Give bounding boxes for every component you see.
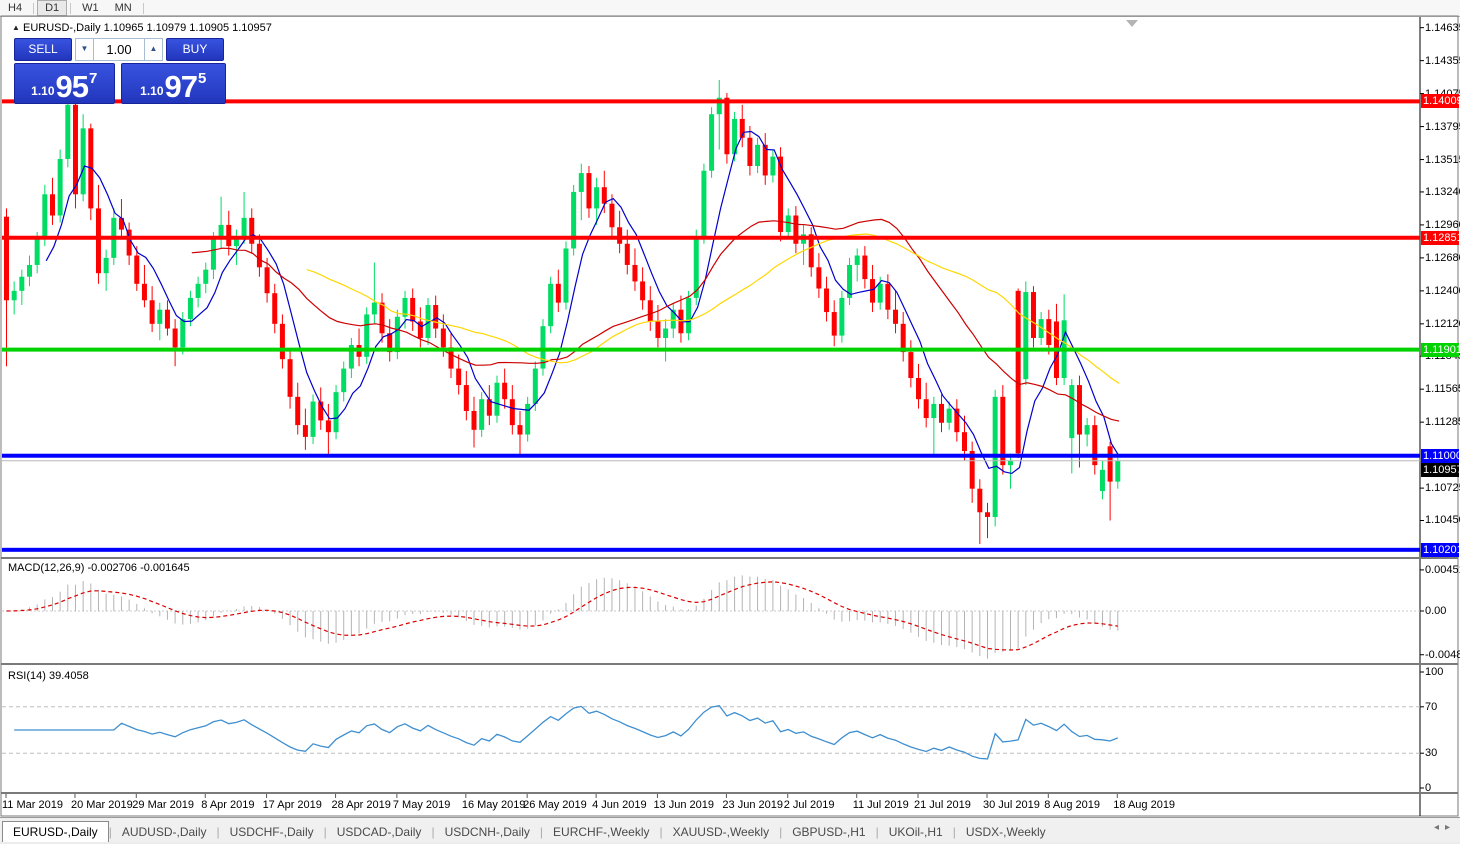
- rsi-indicator-label: RSI(14) 39.4058: [8, 670, 89, 682]
- tab-separator: |: [323, 825, 327, 839]
- volume-increase-button[interactable]: ▲: [144, 38, 163, 61]
- buy-price-main: 97: [164, 69, 198, 104]
- date-axis-label: 11 Mar 2019: [2, 799, 63, 811]
- symbol-period-label: EURUSD-,Daily: [22, 22, 101, 34]
- rsi-scale-tick: 100: [1425, 666, 1444, 678]
- buy-price-button[interactable]: 1.10 97 5: [120, 63, 226, 104]
- price-axis-tick: 1.11285: [1425, 416, 1460, 429]
- tab-scroll-right-icon: ▸: [1444, 822, 1456, 833]
- toolbar-separator: [142, 2, 144, 14]
- date-axis-label: 8 Aug 2019: [1044, 799, 1100, 811]
- date-axis-label: 18 Aug 2019: [1113, 799, 1176, 811]
- tab-separator: |: [952, 825, 956, 839]
- tab-eurusd-daily[interactable]: EURUSD-,Daily: [2, 821, 109, 843]
- symbol-tab-bar: EURUSD-,Daily | AUDUSD-,Daily | USDCHF-,Dail…: [0, 817, 1460, 843]
- tab-usdx-weekly[interactable]: USDX-,Weekly: [965, 825, 1046, 839]
- rsi-scale-tick: 0: [1425, 782, 1432, 794]
- one-click-trading-panel: SELL ▼ ▲ BUY 1.10 95 7 1.10 97 5: [14, 38, 226, 104]
- tab-usdchf-daily[interactable]: USDCHF-,Daily: [229, 825, 314, 839]
- tab-separator: |: [108, 825, 112, 839]
- price-axis-tick: 1.12960: [1425, 218, 1460, 231]
- date-axis-label: 2 Jul 2019: [783, 799, 835, 811]
- date-axis-label: 28 Apr 2019: [331, 799, 391, 811]
- date-axis-label: 8 Apr 2019: [201, 799, 255, 811]
- tab-audusd-daily[interactable]: AUDUSD-,Daily: [121, 825, 207, 839]
- hline-price-label: 1.11000: [1421, 448, 1460, 463]
- date-axis-label: 20 Mar 2019: [70, 799, 133, 811]
- timeframe-h4-button[interactable]: H4: [8, 2, 23, 14]
- volume-input[interactable]: [94, 38, 144, 61]
- toolbar-separator: [70, 2, 72, 14]
- collapse-panel-icon[interactable]: ▲: [12, 23, 20, 32]
- timeframe-mn-button[interactable]: MN: [114, 2, 132, 14]
- price-axis-tick: 1.14355: [1425, 54, 1460, 67]
- tab-eurchf-weekly[interactable]: EURCHF-,Weekly: [553, 825, 650, 839]
- tab-separator: |: [875, 825, 879, 839]
- date-axis-label: 7 May 2019: [392, 799, 451, 811]
- macd-scale-max: 0.004517: [1425, 563, 1460, 576]
- hline-price-label: 1.10201: [1421, 542, 1460, 557]
- price-axis-tick: 1.12120: [1425, 317, 1460, 330]
- tab-separator: |: [779, 825, 783, 839]
- macd-indicator-label: MACD(12,26,9) -0.002706 -0.001645: [8, 562, 190, 574]
- date-axis-label: 21 Jul 2019: [914, 799, 971, 811]
- tab-scroll-arrows[interactable]: ◂▸: [1434, 822, 1456, 833]
- price-axis-tick: 1.13515: [1425, 153, 1460, 166]
- tab-separator: |: [431, 825, 435, 839]
- tab-usdcnh-daily[interactable]: USDCNH-,Daily: [444, 825, 530, 839]
- date-axis-label: 16 May 2019: [461, 799, 526, 811]
- tab-usdcad-daily[interactable]: USDCAD-,Daily: [336, 825, 422, 839]
- rsi-scale-tick: 30: [1425, 747, 1438, 760]
- macd-scale-zero: 0.00: [1425, 605, 1447, 617]
- date-axis-label: 11 Jul 2019: [852, 799, 909, 811]
- buy-price-prefix: 1.10: [140, 84, 164, 98]
- price-axis-tick: 1.10725: [1425, 482, 1460, 495]
- price-axis-tick: 1.14635: [1425, 21, 1460, 34]
- toolbar-separator: [33, 2, 35, 14]
- price-axis-tick: 1.12400: [1425, 284, 1460, 297]
- sell-price-prefix: 1.10: [31, 84, 55, 98]
- ohlc-values: 1.10965 1.10979 1.10905 1.10957: [103, 22, 272, 34]
- rsi-scale-tick: 70: [1425, 700, 1438, 713]
- sell-price-main: 95: [55, 69, 89, 104]
- buy-price-pip: 5: [198, 70, 207, 87]
- date-axis-label: 30 Jul 2019: [982, 799, 1040, 811]
- tab-scroll-left-icon: ◂: [1433, 822, 1445, 833]
- price-axis-tick: 1.13795: [1425, 120, 1460, 133]
- hline-price-label: 1.12851: [1421, 230, 1460, 245]
- tab-separator: |: [659, 825, 663, 839]
- tab-gbpusd-h1[interactable]: GBPUSD-,H1: [792, 825, 866, 839]
- tab-separator: |: [216, 825, 220, 839]
- tab-separator: |: [539, 825, 544, 839]
- macd-scale-min: -0.004806: [1425, 648, 1460, 661]
- bid-price-label: 1.10957: [1421, 462, 1460, 477]
- price-axis-tick: 1.12680: [1425, 251, 1460, 264]
- sell-price-button[interactable]: 1.10 95 7: [14, 63, 115, 104]
- date-axis-label: 26 May 2019: [523, 799, 587, 811]
- hline-price-label: 1.11901: [1421, 342, 1460, 357]
- price-axis-tick: 1.11565: [1425, 383, 1460, 396]
- price-axis-tick: 1.13240: [1425, 185, 1460, 198]
- timeframe-w1-button[interactable]: W1: [82, 2, 99, 14]
- volume-decrease-button[interactable]: ▼: [75, 38, 94, 61]
- date-axis-label: 4 Jun 2019: [592, 799, 647, 811]
- tab-xauusd-weekly[interactable]: XAUUSD-,Weekly: [672, 825, 770, 839]
- macd-values: -0.002706 -0.001645: [87, 562, 190, 574]
- sell-price-pip: 7: [89, 70, 98, 87]
- hline-price-label: 1.14009: [1421, 94, 1460, 109]
- tab-ukoil-h1[interactable]: UKOil-,H1: [888, 825, 943, 839]
- sell-button[interactable]: SELL: [14, 38, 72, 61]
- date-axis-label: 29 Mar 2019: [132, 799, 195, 811]
- date-axis-label: 17 Apr 2019: [262, 799, 322, 811]
- date-axis-label: 23 Jun 2019: [722, 799, 783, 811]
- chart-title: ▲ EURUSD-,Daily 1.10965 1.10979 1.10905 …: [12, 22, 272, 34]
- buy-button[interactable]: BUY: [166, 38, 224, 61]
- rsi-value: 39.4058: [48, 670, 89, 682]
- bottom-strip: [0, 842, 1460, 844]
- date-axis-label: 13 Jun 2019: [653, 799, 714, 811]
